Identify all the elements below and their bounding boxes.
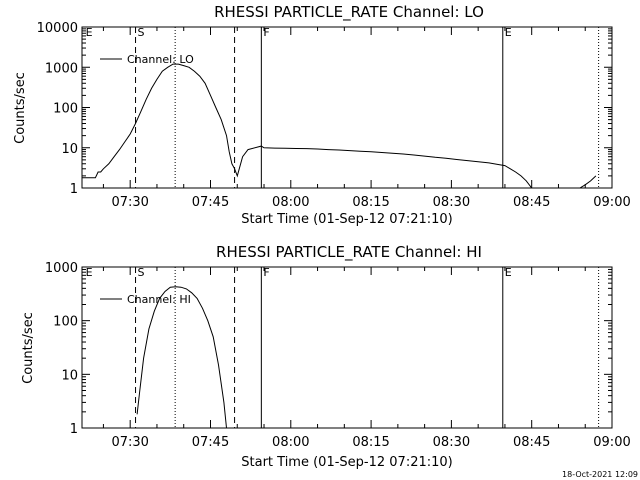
plot-frame-lo xyxy=(81,26,613,189)
ticks-lo: 1 10 100 1000 10000 07:30 07:45 08:00 08:15 08:30… xyxy=(37,21,631,210)
plot-frame-hi xyxy=(81,266,613,429)
series-lo xyxy=(82,63,597,189)
x-tick-label: 08:45 xyxy=(513,435,550,450)
x-tick-label: 08:15 xyxy=(352,435,389,450)
series-line-hi xyxy=(136,286,227,429)
chart-title-lo: RHESSI PARTICLE_RATE Channel: LO xyxy=(214,3,484,22)
ticks-hi: 1 10 100 1000 07:30 07:45 08:00 08:15 08:30 08:45… xyxy=(45,261,631,450)
series-hi xyxy=(136,286,227,429)
event-marker-label: S xyxy=(138,266,145,279)
chart-panel-hi: RHESSI PARTICLE_RATE Channel: HI Counts/… xyxy=(21,243,631,470)
x-tick-label: 07:45 xyxy=(192,195,229,210)
x-tick-label: 08:45 xyxy=(513,195,550,210)
x-tick-label: 08:30 xyxy=(433,435,470,450)
y-tick-label: 100 xyxy=(53,102,78,117)
y-tick-label: 1 xyxy=(70,182,78,197)
legend-label-lo: Channel: LO xyxy=(127,53,194,66)
footer-date: 18-Oct-2021 12:09 xyxy=(562,470,638,479)
y-tick-label: 10 xyxy=(61,368,78,383)
x-tick-label: 09:00 xyxy=(593,195,630,210)
x-tick-label: 09:00 xyxy=(593,435,630,450)
event-marker-label: F xyxy=(263,266,269,279)
event-marker-label: E xyxy=(505,26,512,39)
chart-title-hi: RHESSI PARTICLE_RATE Channel: HI xyxy=(216,243,482,262)
x-tick-label: 07:30 xyxy=(111,195,148,210)
y-tick-label: 1000 xyxy=(45,261,78,276)
event-marker-label: S xyxy=(138,26,145,39)
event-marker-label: E xyxy=(86,26,93,39)
event-marker-label: E xyxy=(86,266,93,279)
y-tick-label: 1000 xyxy=(45,61,78,76)
x-tick-label: 08:30 xyxy=(433,195,470,210)
xlabel-hi: Start Time (01-Sep-12 07:21:10) xyxy=(241,455,452,470)
series-line-lo xyxy=(82,63,597,189)
x-tick-label: 07:30 xyxy=(111,435,148,450)
event-marker-label: F xyxy=(263,26,269,39)
x-tick-label: 07:45 xyxy=(192,435,229,450)
event-marker-label: E xyxy=(505,266,512,279)
x-tick-label: 08:15 xyxy=(352,195,389,210)
ylabel-hi: Counts/sec xyxy=(21,312,36,384)
y-tick-label: 1 xyxy=(70,422,78,437)
xlabel-lo: Start Time (01-Sep-12 07:21:10) xyxy=(241,212,452,227)
y-tick-label: 10 xyxy=(61,142,78,157)
chart-panel-lo: RHESSI PARTICLE_RATE Channel: LO Counts/… xyxy=(13,3,631,227)
y-tick-label: 10000 xyxy=(37,21,78,36)
x-tick-label: 08:00 xyxy=(272,435,309,450)
x-tick-label: 08:00 xyxy=(272,195,309,210)
y-tick-label: 100 xyxy=(53,315,78,330)
ylabel-lo: Counts/sec xyxy=(13,72,28,144)
